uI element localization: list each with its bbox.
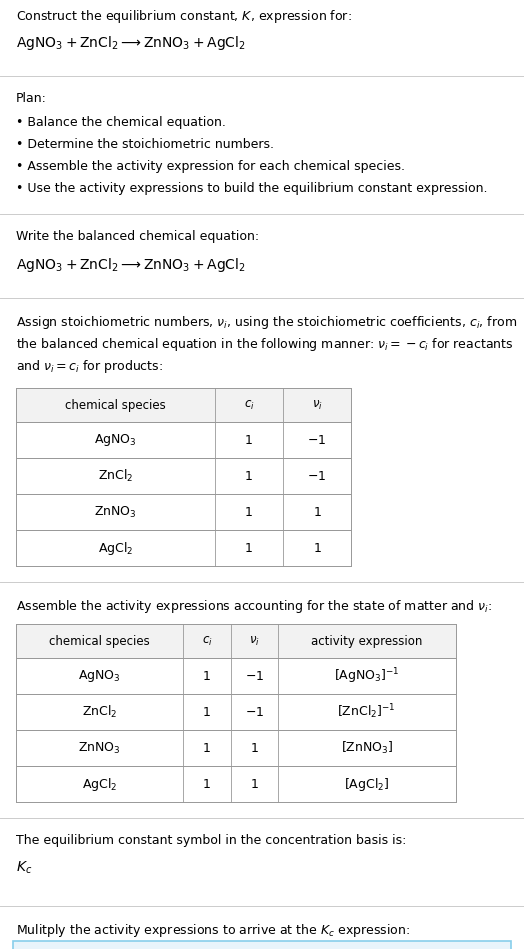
Text: 1: 1 — [245, 434, 253, 446]
Text: • Use the activity expressions to build the equilibrium constant expression.: • Use the activity expressions to build … — [16, 182, 487, 195]
Text: $\mathrm{AgNO_3}$: $\mathrm{AgNO_3}$ — [94, 432, 137, 448]
Text: $1$: $1$ — [313, 506, 321, 518]
Text: $c_i$: $c_i$ — [244, 399, 254, 412]
Text: • Assemble the activity expression for each chemical species.: • Assemble the activity expression for e… — [16, 160, 405, 173]
Text: • Balance the chemical equation.: • Balance the chemical equation. — [16, 116, 226, 129]
Text: $\mathrm{AgNO_3 + ZnCl_2 \longrightarrow ZnNO_3 + AgCl_2}$: $\mathrm{AgNO_3 + ZnCl_2 \longrightarrow… — [16, 256, 245, 274]
FancyBboxPatch shape — [16, 730, 456, 766]
FancyBboxPatch shape — [13, 941, 511, 949]
Text: $\mathrm{ZnCl_2}$: $\mathrm{ZnCl_2}$ — [97, 468, 133, 484]
Text: $1$: $1$ — [250, 777, 258, 791]
FancyBboxPatch shape — [16, 422, 351, 458]
Text: Assign stoichiometric numbers, $\nu_i$, using the stoichiometric coefficients, $: Assign stoichiometric numbers, $\nu_i$, … — [16, 314, 517, 331]
FancyBboxPatch shape — [16, 658, 456, 694]
Text: 1: 1 — [245, 542, 253, 554]
Text: 1: 1 — [203, 741, 211, 754]
Text: $-1$: $-1$ — [245, 669, 264, 682]
Text: 1: 1 — [203, 777, 211, 791]
FancyBboxPatch shape — [16, 624, 456, 658]
Text: $-1$: $-1$ — [308, 470, 326, 482]
Text: $[\mathrm{ZnNO_3}]$: $[\mathrm{ZnNO_3}]$ — [341, 740, 393, 756]
Text: 1: 1 — [245, 470, 253, 482]
Text: $\mathrm{ZnNO_3}$: $\mathrm{ZnNO_3}$ — [94, 505, 137, 519]
Text: $\mathrm{AgCl_2}$: $\mathrm{AgCl_2}$ — [97, 539, 133, 556]
Text: $\mathrm{ZnNO_3}$: $\mathrm{ZnNO_3}$ — [78, 740, 121, 755]
Text: $[\mathrm{AgNO_3}]^{-1}$: $[\mathrm{AgNO_3}]^{-1}$ — [334, 666, 400, 686]
Text: $\mathrm{AgCl_2}$: $\mathrm{AgCl_2}$ — [82, 775, 117, 792]
Text: $K_c$: $K_c$ — [16, 860, 32, 876]
Text: the balanced chemical equation in the following manner: $\nu_i = -c_i$ for react: the balanced chemical equation in the fo… — [16, 336, 513, 353]
Text: $-1$: $-1$ — [245, 705, 264, 718]
Text: $1$: $1$ — [250, 741, 258, 754]
Text: Mulitply the activity expressions to arrive at the $K_c$ expression:: Mulitply the activity expressions to arr… — [16, 922, 410, 939]
FancyBboxPatch shape — [16, 494, 351, 530]
Text: $\mathrm{ZnCl_2}$: $\mathrm{ZnCl_2}$ — [82, 704, 117, 720]
FancyBboxPatch shape — [16, 766, 456, 802]
Text: $-1$: $-1$ — [308, 434, 326, 446]
Text: Assemble the activity expressions accounting for the state of matter and $\nu_i$: Assemble the activity expressions accoun… — [16, 598, 492, 615]
FancyBboxPatch shape — [16, 530, 351, 566]
FancyBboxPatch shape — [16, 388, 351, 422]
Text: $[\mathrm{ZnCl_2}]^{-1}$: $[\mathrm{ZnCl_2}]^{-1}$ — [337, 702, 396, 721]
FancyBboxPatch shape — [16, 458, 351, 494]
Text: $[\mathrm{AgCl_2}]$: $[\mathrm{AgCl_2}]$ — [344, 775, 389, 792]
Text: and $\nu_i = c_i$ for products:: and $\nu_i = c_i$ for products: — [16, 358, 163, 375]
Text: 1: 1 — [203, 669, 211, 682]
Text: $\mathrm{AgNO_3 + ZnCl_2 \longrightarrow ZnNO_3 + AgCl_2}$: $\mathrm{AgNO_3 + ZnCl_2 \longrightarrow… — [16, 34, 245, 52]
FancyBboxPatch shape — [16, 694, 456, 730]
Text: $c_i$: $c_i$ — [202, 635, 212, 647]
Text: activity expression: activity expression — [311, 635, 422, 647]
Text: $\nu_i$: $\nu_i$ — [312, 399, 322, 412]
Text: chemical species: chemical species — [65, 399, 166, 412]
Text: 1: 1 — [245, 506, 253, 518]
Text: $1$: $1$ — [313, 542, 321, 554]
Text: • Determine the stoichiometric numbers.: • Determine the stoichiometric numbers. — [16, 138, 274, 151]
Text: $\mathrm{AgNO_3}$: $\mathrm{AgNO_3}$ — [78, 668, 121, 684]
Text: Write the balanced chemical equation:: Write the balanced chemical equation: — [16, 230, 259, 243]
Text: chemical species: chemical species — [49, 635, 150, 647]
Text: 1: 1 — [203, 705, 211, 718]
Text: Construct the equilibrium constant, $K$, expression for:: Construct the equilibrium constant, $K$,… — [16, 8, 352, 25]
Text: The equilibrium constant symbol in the concentration basis is:: The equilibrium constant symbol in the c… — [16, 834, 406, 847]
Text: $\nu_i$: $\nu_i$ — [249, 635, 259, 647]
Text: Plan:: Plan: — [16, 92, 47, 105]
